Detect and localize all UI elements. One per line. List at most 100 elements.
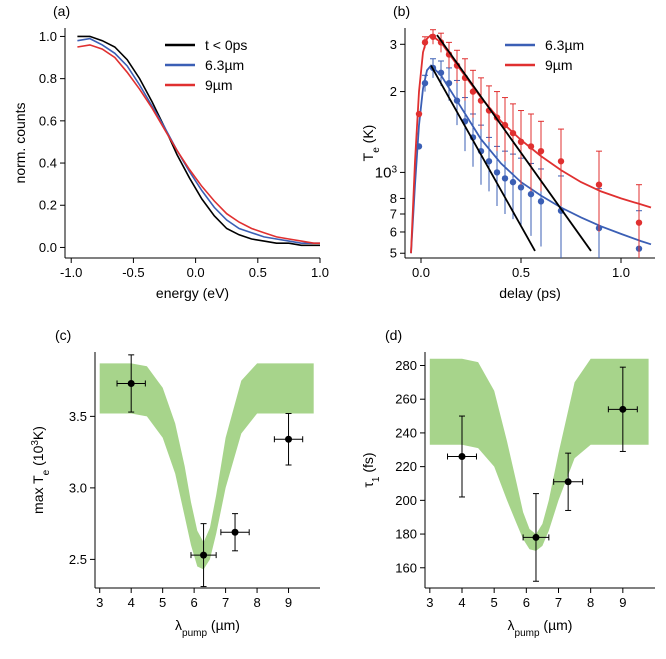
data-point	[595, 181, 603, 188]
y-tick-label: 3.5	[69, 409, 87, 424]
data-point	[415, 143, 423, 150]
data-point	[509, 178, 517, 186]
data-point	[437, 69, 445, 76]
panel-c: 3 4 5 6 7 8 9 2.5 3.0 3.5 (c) λpump (µm) max Te (103…	[30, 327, 320, 639]
y-tick-label: 180	[395, 527, 417, 542]
exp-fit-line	[430, 65, 536, 252]
x-axis-label: λpump (µm)	[175, 617, 240, 639]
y-tick-label: 0.2	[39, 198, 57, 213]
y-tick-label: 1.0	[39, 29, 57, 44]
data-point	[445, 79, 453, 87]
y-tick-label: 2.5	[69, 552, 87, 567]
data-point	[485, 158, 493, 165]
legend-label: 6.3µm	[545, 37, 584, 53]
data-point	[517, 184, 525, 191]
model-band	[429, 358, 649, 551]
y-tick-label: 220	[395, 459, 417, 474]
data-point	[469, 88, 477, 95]
y-tick-label: 0.4	[39, 156, 57, 171]
data-point	[453, 97, 461, 104]
x-tick-label: 3	[96, 595, 103, 610]
x-tick-label: 7	[555, 595, 562, 610]
data-point	[517, 138, 525, 146]
y-axis-label: norm. counts	[12, 103, 28, 184]
data-point	[537, 147, 545, 155]
x-tick-label: 3	[426, 595, 433, 610]
y-tick-label: 260	[395, 392, 417, 407]
data-point	[527, 143, 535, 150]
data-point	[127, 379, 135, 387]
y-tick-label: 8	[390, 191, 397, 206]
data-point	[527, 190, 535, 198]
y-tick-label: 3.0	[69, 480, 87, 495]
y-tick-label: 200	[395, 493, 417, 508]
data-point	[537, 198, 545, 205]
fit-line	[410, 64, 652, 254]
y-tick-label: 6	[390, 224, 397, 239]
y-tick-label: 0.8	[39, 71, 57, 86]
data-point	[493, 169, 501, 176]
x-tick-label: 1.0	[612, 265, 630, 280]
exp-fit-line	[436, 34, 592, 252]
data-point	[421, 79, 429, 87]
data-point	[429, 33, 437, 40]
y-tick-label: 7	[390, 207, 397, 222]
panel-label: (b)	[393, 3, 410, 19]
legend-label: 6.3µm	[205, 57, 244, 73]
series-line	[77, 35, 320, 247]
data-point	[415, 110, 423, 118]
legend-label: 9µm	[545, 57, 573, 73]
x-tick-label: 4	[458, 595, 465, 610]
y-tick-label: 0.0	[39, 240, 57, 255]
panel-label: (d)	[385, 327, 402, 343]
x-tick-label: -1.0	[60, 265, 82, 280]
x-axis-label: λpump (µm)	[508, 617, 573, 639]
data-point	[231, 528, 239, 536]
series-line	[77, 44, 320, 244]
data-point	[557, 158, 565, 165]
data-point	[458, 453, 466, 461]
y-axis-label: max Te (103K)	[30, 426, 52, 514]
model-band	[99, 363, 314, 570]
y-tick-label: 240	[395, 425, 417, 440]
x-tick-label: 1.0	[311, 265, 329, 280]
x-tick-label: 0.0	[412, 265, 430, 280]
data-point	[635, 219, 643, 226]
data-point	[200, 551, 208, 559]
x-tick-label: 8	[587, 595, 594, 610]
x-tick-label: 5	[159, 595, 166, 610]
data-point	[619, 405, 627, 413]
x-tick-label: 5	[491, 595, 498, 610]
x-tick-label: 6	[191, 595, 198, 610]
data-point	[285, 435, 293, 443]
x-tick-label: 9	[619, 595, 626, 610]
y-tick-label: 3	[390, 37, 397, 52]
y-tick-label: 0.6	[39, 113, 57, 128]
panel-label: (a)	[53, 3, 70, 19]
y-tick-label: 5	[390, 246, 397, 261]
panel-d: 3 4 5 6 7 8 9 160 180 200 220 240 260 280 (d) λpump (µm…	[360, 327, 655, 639]
data-point	[421, 39, 429, 46]
x-tick-label: 8	[253, 595, 260, 610]
x-axis-label: energy (eV)	[156, 285, 229, 301]
x-tick-label: 6	[523, 595, 530, 610]
data-point	[564, 478, 572, 486]
y-tick-label: 103	[375, 164, 398, 182]
y-tick-label: 280	[395, 358, 417, 373]
series-line	[77, 37, 320, 244]
x-axis-label: delay (ps)	[499, 285, 560, 301]
y-tick-label: 160	[395, 560, 417, 575]
x-tick-label: 7	[222, 595, 229, 610]
y-axis-label: τ1 (fs)	[360, 452, 382, 487]
panel-label: (c)	[55, 327, 71, 343]
legend-label: t < 0ps	[205, 37, 247, 53]
data-point	[509, 129, 517, 137]
x-tick-label: -0.5	[122, 265, 144, 280]
legend-label: 9µm	[205, 77, 233, 93]
x-tick-label: 0.5	[512, 265, 530, 280]
x-tick-label: 4	[128, 595, 135, 610]
x-tick-label: 0.5	[249, 265, 267, 280]
x-tick-label: 0.0	[187, 265, 205, 280]
data-point	[501, 175, 509, 182]
